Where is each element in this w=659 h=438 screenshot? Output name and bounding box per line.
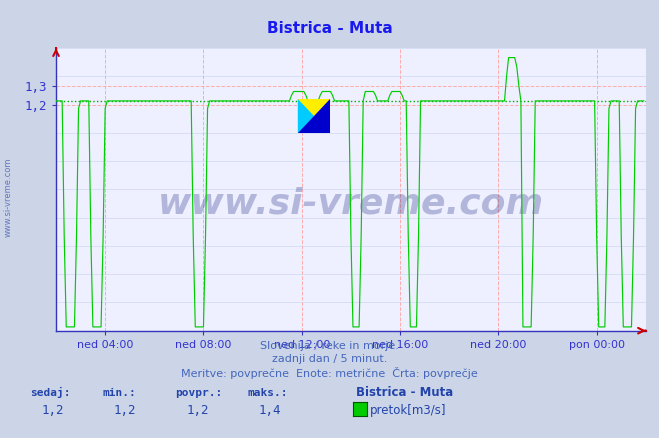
Text: Bistrica - Muta: Bistrica - Muta: [267, 21, 392, 36]
Polygon shape: [298, 99, 330, 133]
Text: 1,2: 1,2: [114, 404, 136, 417]
Text: 1,2: 1,2: [42, 404, 64, 417]
Text: Bistrica - Muta: Bistrica - Muta: [356, 386, 453, 399]
Text: min.:: min.:: [102, 389, 136, 399]
Text: www.si-vreme.com: www.si-vreme.com: [3, 157, 13, 237]
Text: 1,4: 1,4: [259, 404, 281, 417]
Text: zadnji dan / 5 minut.: zadnji dan / 5 minut.: [272, 354, 387, 364]
Text: www.si-vreme.com: www.si-vreme.com: [158, 187, 544, 221]
Text: pretok[m3/s]: pretok[m3/s]: [370, 404, 447, 417]
Text: sedaj:: sedaj:: [30, 387, 70, 399]
Text: Slovenija / reke in morje.: Slovenija / reke in morje.: [260, 341, 399, 351]
Polygon shape: [298, 99, 330, 133]
Text: 1,2: 1,2: [186, 404, 209, 417]
Text: povpr.:: povpr.:: [175, 389, 222, 399]
Polygon shape: [298, 99, 330, 133]
Text: maks.:: maks.:: [247, 389, 287, 399]
Text: Meritve: povprečne  Enote: metrične  Črta: povprečje: Meritve: povprečne Enote: metrične Črta:…: [181, 367, 478, 379]
